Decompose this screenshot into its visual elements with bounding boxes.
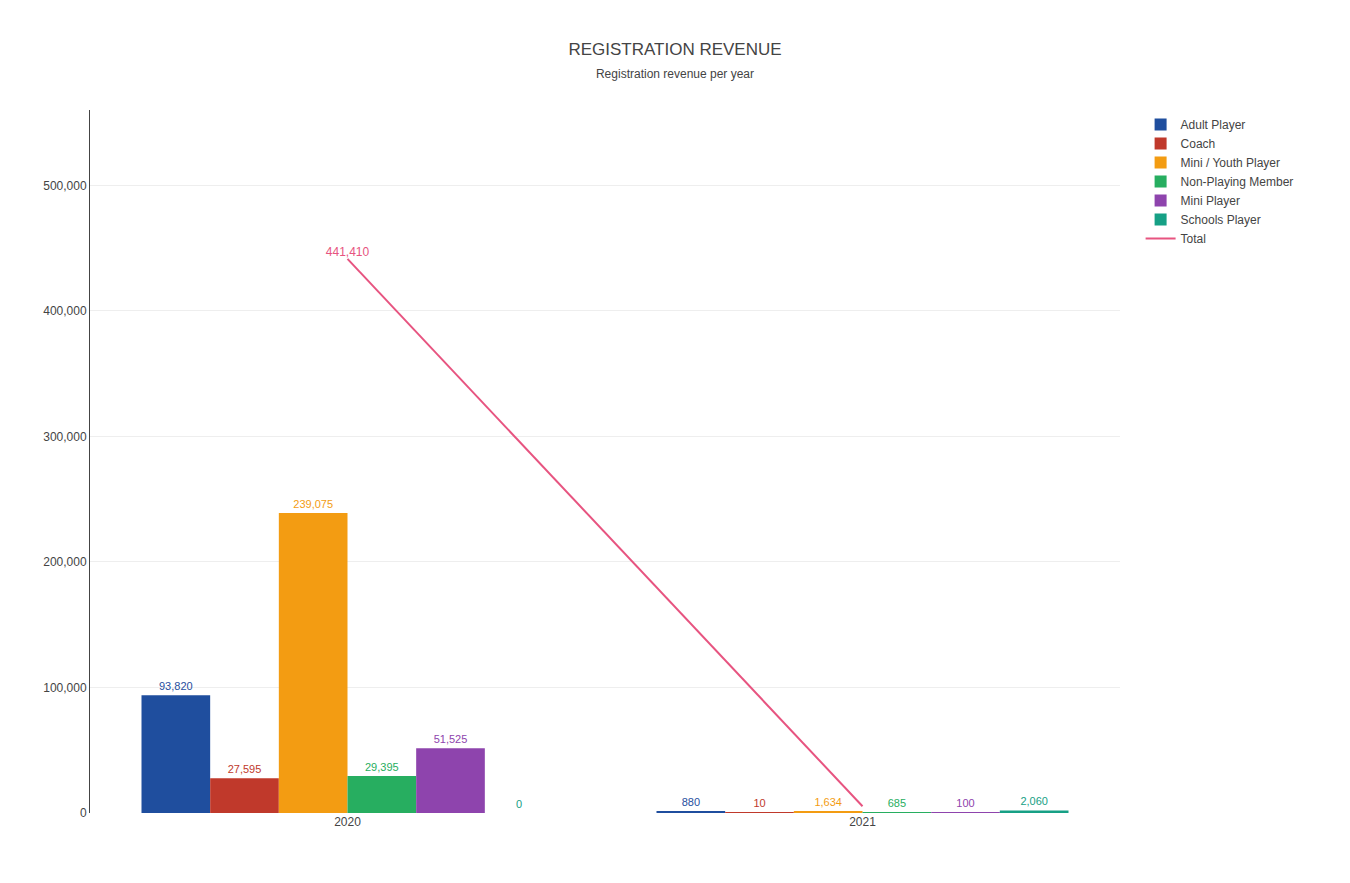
svg-text:200,000: 200,000 [43,555,87,569]
svg-text:100: 100 [956,797,974,809]
svg-text:441,410: 441,410 [326,245,370,259]
svg-text:0: 0 [516,798,522,810]
svg-text:Adult Player: Adult Player [1181,118,1246,132]
svg-text:Mini / Youth Player: Mini / Youth Player [1181,156,1280,170]
svg-text:Non-Playing Member: Non-Playing Member [1181,175,1294,189]
svg-text:0: 0 [80,806,87,820]
svg-text:93,820: 93,820 [159,680,193,692]
svg-text:239,075: 239,075 [293,498,333,510]
svg-text:Schools Player: Schools Player [1181,213,1261,227]
svg-text:300,000: 300,000 [43,430,87,444]
svg-text:27,595: 27,595 [228,763,262,775]
svg-text:1,634: 1,634 [814,796,842,808]
svg-text:29,395: 29,395 [365,761,399,773]
svg-text:Total: Total [1181,232,1206,246]
svg-text:100,000: 100,000 [43,681,87,695]
svg-text:REGISTRATION REVENUE: REGISTRATION REVENUE [568,40,781,59]
svg-text:500,000: 500,000 [43,179,87,193]
svg-text:Registration revenue per year: Registration revenue per year [596,67,754,81]
svg-text:Coach: Coach [1181,137,1216,151]
svg-text:Mini Player: Mini Player [1181,194,1240,208]
svg-text:2021: 2021 [849,815,876,829]
svg-text:51,525: 51,525 [434,733,468,745]
svg-text:10: 10 [753,797,765,809]
svg-text:880: 880 [682,796,700,808]
svg-text:685: 685 [888,797,906,809]
svg-text:400,000: 400,000 [43,304,87,318]
svg-text:2020: 2020 [334,815,361,829]
svg-text:2,060: 2,060 [1020,795,1048,807]
